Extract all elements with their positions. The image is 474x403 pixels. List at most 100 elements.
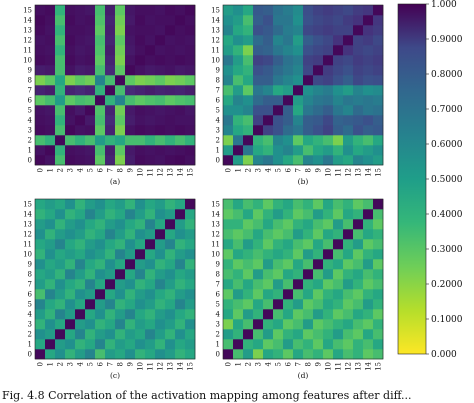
heatmap-cell: [283, 289, 294, 300]
heatmap-cell: [145, 85, 156, 96]
heatmap-cell: [253, 145, 264, 156]
y-tick-label: 0: [216, 157, 220, 165]
heatmap-cell: [283, 269, 294, 280]
x-tick-label: 10: [325, 362, 333, 371]
heatmap-cell: [115, 15, 126, 26]
heatmap-cell: [125, 219, 136, 230]
heatmap-cell: [175, 229, 186, 240]
heatmap-cell: [313, 259, 324, 270]
heatmap-cell: [45, 259, 56, 270]
heatmap-cell: [185, 219, 196, 230]
heatmap-cell: [363, 279, 374, 290]
heatmap-cell: [55, 145, 66, 156]
heatmap-cell: [263, 269, 274, 280]
heatmap-cell: [323, 5, 334, 16]
heatmap-cell: [283, 339, 294, 350]
heatmap-cell: [253, 329, 264, 340]
heatmap-cell: [233, 85, 244, 96]
heatmap-cell: [353, 25, 364, 36]
heatmap-cell: [75, 105, 86, 116]
heatmap-cell: [185, 35, 196, 46]
heatmap-cell: [343, 125, 354, 136]
heatmap-frame: [34, 4, 196, 166]
heatmap-cell: [363, 249, 374, 260]
heatmap-cell: [105, 309, 116, 320]
heatmap-cell: [253, 75, 264, 86]
y-tick-label: 15: [23, 201, 32, 209]
colorbar-tick-label: 0.5000: [431, 175, 463, 185]
heatmap-cell: [75, 135, 86, 146]
heatmap-cell: [155, 319, 166, 330]
heatmap-cell: [303, 155, 314, 166]
heatmap-cell: [283, 125, 294, 136]
heatmap-cell: [175, 259, 186, 270]
heatmap-cell: [115, 95, 126, 106]
heatmap-cell: [125, 309, 136, 320]
heatmap-cell: [343, 85, 354, 96]
heatmap-cell: [155, 35, 166, 46]
heatmap-cell: [293, 219, 304, 230]
heatmap-cell: [65, 259, 76, 270]
heatmap-cell: [105, 199, 116, 210]
colorbar-tick-label: 1.000: [431, 0, 457, 10]
panel-label: (d): [298, 371, 309, 380]
x-tick-label: 14: [177, 361, 185, 370]
colorbar-tick-label: 0.3000: [431, 245, 463, 255]
heatmap-cell: [293, 55, 304, 66]
heatmap-cell: [373, 199, 384, 210]
heatmap-cell: [65, 5, 76, 16]
heatmap-cell: [243, 5, 254, 16]
heatmap-cell: [333, 239, 344, 250]
heatmap-cell: [145, 289, 156, 300]
heatmap-cell: [333, 259, 344, 270]
heatmap-cell: [233, 279, 244, 290]
heatmap-cell: [115, 349, 126, 360]
heatmap-cell: [363, 339, 374, 350]
heatmap-cell: [323, 135, 334, 146]
heatmap-cell: [303, 5, 314, 16]
heatmap-cell: [323, 125, 334, 136]
heatmap-cell: [45, 55, 56, 66]
heatmap-cell: [283, 55, 294, 66]
heatmap-cell: [373, 299, 384, 310]
heatmap-cell: [155, 155, 166, 166]
heatmap-cell: [65, 279, 76, 290]
heatmap-cell: [185, 75, 196, 86]
heatmap-cell: [263, 65, 274, 76]
heatmap-cell: [115, 75, 126, 86]
heatmap-cell: [105, 249, 116, 260]
heatmap-cell: [115, 5, 126, 16]
heatmap-cell: [263, 75, 274, 86]
heatmap-cell: [125, 199, 136, 210]
heatmap-cell: [105, 65, 116, 76]
heatmap-cell: [243, 115, 254, 126]
heatmap-cell: [145, 145, 156, 156]
heatmap-cell: [65, 349, 76, 360]
heatmap-cell: [243, 339, 254, 350]
heatmap-cell: [353, 5, 364, 16]
heatmap-cell: [263, 145, 274, 156]
heatmap-cell: [95, 125, 106, 136]
heatmap-cell: [253, 219, 264, 230]
heatmap-cell: [105, 349, 116, 360]
heatmap-cell: [303, 35, 314, 46]
heatmap-cell: [273, 45, 284, 56]
heatmap-cell: [273, 105, 284, 116]
heatmap-cell: [253, 25, 264, 36]
heatmap-cell: [175, 95, 186, 106]
heatmap-cell: [175, 199, 186, 210]
heatmap-cell: [313, 209, 324, 220]
heatmap-cell: [253, 229, 264, 240]
heatmap-cell: [243, 269, 254, 280]
heatmap-cell: [313, 65, 324, 76]
heatmap-cell: [323, 219, 334, 230]
heatmap-cell: [155, 209, 166, 220]
heatmap-cell: [45, 309, 56, 320]
y-tick-label: 8: [28, 77, 32, 85]
heatmap-cell: [223, 199, 234, 210]
heatmap-cell: [45, 299, 56, 310]
heatmap-cell: [165, 75, 176, 86]
heatmap-cell: [233, 25, 244, 36]
heatmap-cell: [85, 199, 96, 210]
